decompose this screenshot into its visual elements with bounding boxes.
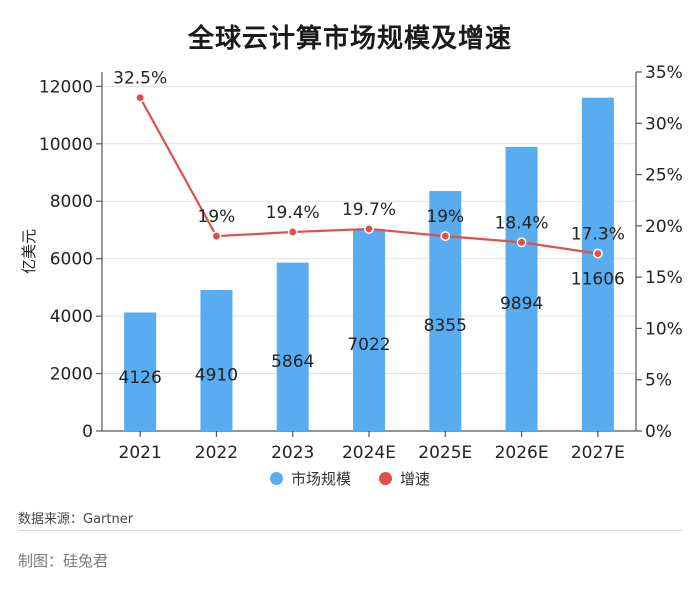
bar-2026E <box>505 146 538 432</box>
bar-value-label: 8355 <box>424 316 467 336</box>
growth-point-2024E <box>364 223 374 234</box>
bar-value-label: 4126 <box>119 368 162 388</box>
growth-value-label: 19% <box>426 207 464 227</box>
chart-title: 全球云计算市场规模及增速 <box>187 24 512 54</box>
x-tick-label: 2021 <box>119 443 162 463</box>
right-tick-label: 20% <box>645 217 683 237</box>
bar-value-label: 11606 <box>571 269 625 289</box>
bar-2023 <box>276 262 309 431</box>
chart-legend: 市场规模 增速 <box>0 468 700 489</box>
legend-swatch-growth <box>379 472 392 485</box>
growth-value-label: 19.7% <box>342 200 396 220</box>
bar-2025E <box>429 191 462 431</box>
legend-label-growth: 增速 <box>400 470 431 488</box>
right-tick-label: 35% <box>645 63 683 83</box>
x-tick-label: 2027E <box>571 443 625 463</box>
bar-2027E <box>581 97 614 431</box>
bar-2024E <box>353 229 385 431</box>
left-tick-label: 10000 <box>39 135 93 155</box>
growth-point-2021 <box>135 92 146 103</box>
legend-label-market-size: 市场规模 <box>290 470 351 488</box>
growth-point-2027E <box>592 248 603 259</box>
x-tick-label: 2026E <box>495 443 549 463</box>
x-tick-label: 2023 <box>271 443 314 463</box>
growth-value-label: 17.3% <box>571 225 625 245</box>
growth-point-2023 <box>287 227 298 237</box>
growth-point-2026E <box>516 237 527 248</box>
x-tick-label: 2022 <box>195 443 238 463</box>
growth-value-label: 32.5% <box>113 69 167 89</box>
legend-item-growth[interactable]: 增速 <box>379 468 430 489</box>
growth-value-label: 19% <box>198 207 236 227</box>
credit-note: 制图：硅兔君 <box>18 552 109 570</box>
bar-2021 <box>124 312 157 431</box>
bar-value-label: 9894 <box>500 294 543 314</box>
left-tick-label: 12000 <box>39 77 93 97</box>
growth-point-2025E <box>440 231 451 242</box>
y-axis-label: 亿美元 <box>20 229 38 274</box>
bar-value-label: 5864 <box>271 352 314 372</box>
bar-2022 <box>200 289 233 431</box>
legend-swatch-market-size <box>269 472 283 485</box>
x-tick-label: 2025E <box>418 443 472 463</box>
right-tick-label: 10% <box>645 319 683 339</box>
right-tick-label: 0% <box>645 422 672 442</box>
footer-divider <box>18 530 682 531</box>
left-tick-label: 4000 <box>50 307 93 327</box>
right-tick-label: 5% <box>645 371 672 391</box>
right-tick-label: 15% <box>645 268 683 288</box>
growth-value-label: 19.4% <box>266 203 320 223</box>
bar-value-label: 4910 <box>195 365 238 385</box>
left-tick-label: 2000 <box>50 365 93 385</box>
growth-value-label: 18.4% <box>495 213 549 233</box>
left-tick-label: 0 <box>82 422 93 442</box>
bar-value-label: 7022 <box>347 335 390 355</box>
legend-item-market-size[interactable]: 市场规模 <box>269 468 351 489</box>
x-tick-label: 2024E <box>342 443 396 463</box>
left-tick-label: 8000 <box>50 192 93 212</box>
growth-point-2022 <box>211 231 222 242</box>
source-note: 数据来源：Gartner <box>18 512 134 527</box>
right-tick-label: 25% <box>645 166 683 186</box>
right-tick-label: 30% <box>645 114 683 134</box>
left-tick-label: 6000 <box>50 250 93 270</box>
